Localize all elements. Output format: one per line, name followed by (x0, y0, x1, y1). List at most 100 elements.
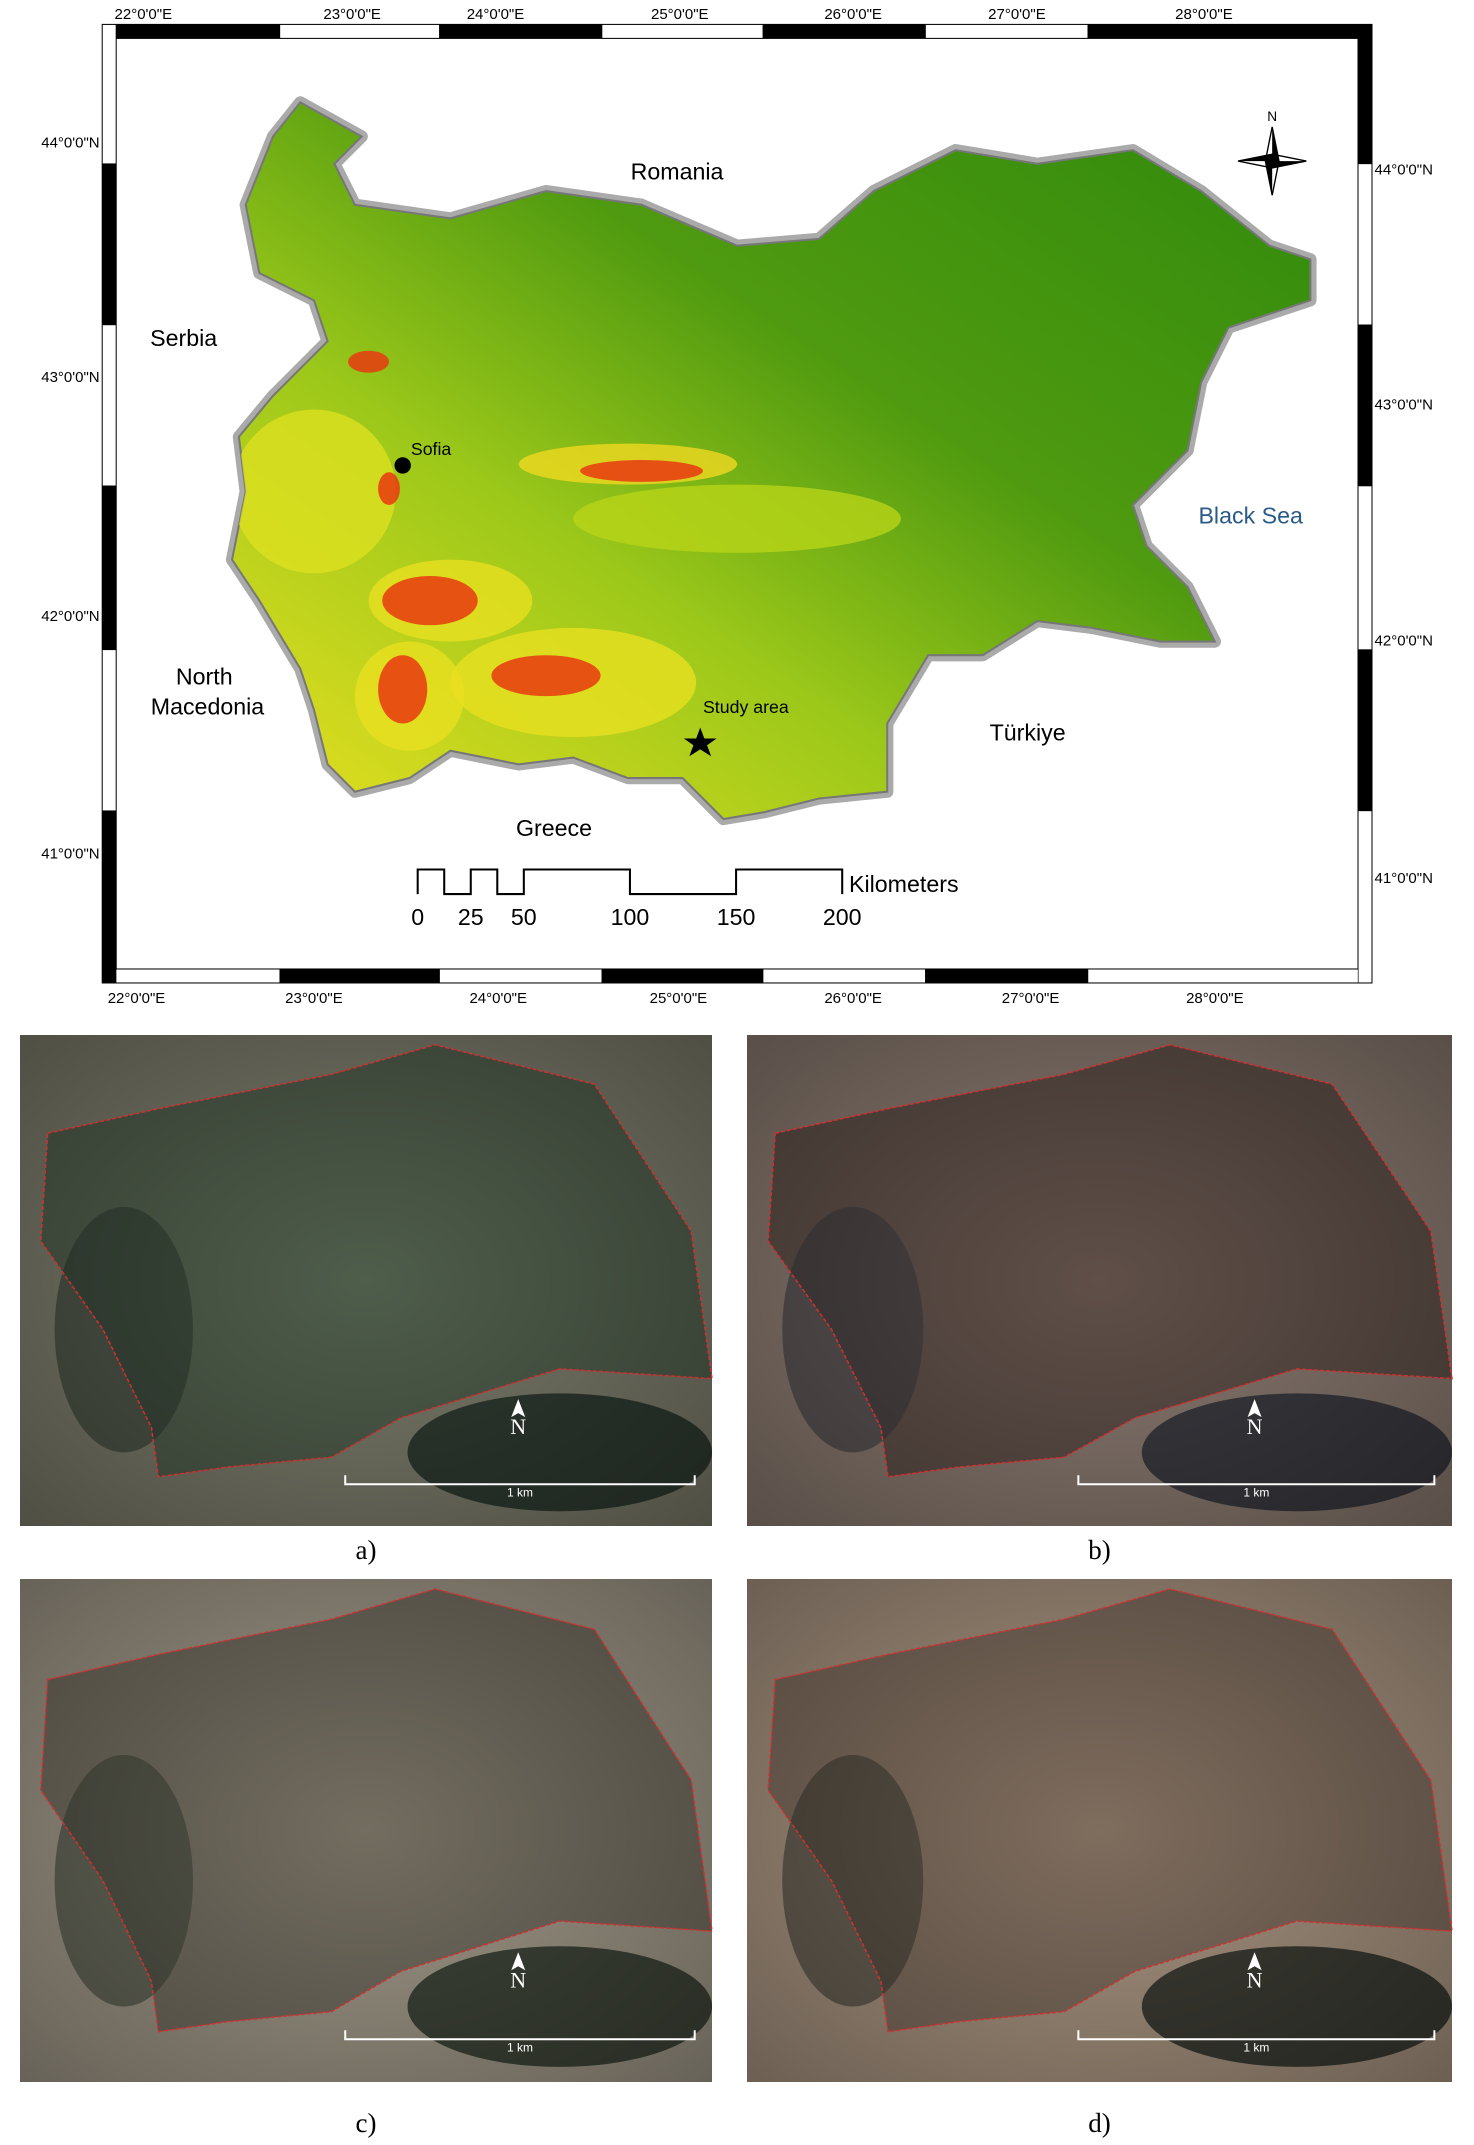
mountain (348, 350, 390, 373)
north-label: N (1247, 1414, 1263, 1439)
latitude-label: 44°0'0"N (41, 134, 99, 151)
image-shade (20, 1035, 712, 1526)
place-label: Greece (516, 815, 592, 841)
panel-label: d) (1088, 2108, 1111, 2138)
north-label: N (1267, 109, 1277, 124)
frame-bar (1357, 163, 1373, 326)
scale-bar (1077, 1475, 1436, 1486)
map: 22°0'0"E 23°0'0"E 24°0'0"E 25°0'0"E 26°0'0"E… (41, 6, 1433, 1007)
north-arrow (511, 1399, 526, 1418)
scale-tick-label: 200 (823, 904, 862, 930)
place-label: Study area (703, 697, 789, 717)
frame-bar (1357, 324, 1373, 487)
satellite-panel: N 1 km a) (20, 1035, 713, 1565)
longitude-label: 28°0'0"E (1175, 6, 1233, 23)
panel-label: a) (356, 1535, 377, 1565)
longitude-label: 25°0'0"E (651, 6, 709, 23)
study-area-marker (683, 727, 717, 757)
scale-bar (1077, 2030, 1436, 2041)
satellite-panel: N 1 km d) (747, 1579, 1453, 2138)
frame-bar (925, 24, 1089, 39)
study-outline (767, 1044, 1453, 1478)
panel-label: c) (356, 2108, 377, 2138)
north-label: N (510, 1967, 526, 1992)
place-label: Serbia (150, 325, 217, 351)
sofia-marker (394, 457, 411, 474)
relief-highlands (232, 350, 901, 751)
satellite-panel: N 1 km c) (20, 1579, 713, 2138)
scale-label: 1 km (507, 2040, 533, 2054)
frame-bar (601, 24, 764, 39)
mountain (382, 576, 478, 626)
highland (573, 484, 901, 553)
longitude-label: 26°0'0"E (824, 990, 882, 1007)
mountain (378, 472, 400, 506)
frame-bar (279, 24, 440, 39)
study-outline (39, 1044, 713, 1478)
image-shade (747, 1579, 1452, 2082)
frame-bar (762, 968, 926, 984)
frame-bar (439, 968, 603, 984)
longitude-label: 23°0'0"E (285, 990, 343, 1007)
frame-bar (1357, 649, 1373, 812)
frame-bar (102, 163, 117, 326)
scale-tick-label: 0 (411, 904, 424, 930)
frame-bar (102, 810, 117, 984)
longitude-label: 28°0'0"E (1186, 990, 1244, 1007)
frame-bar (601, 968, 764, 984)
latitude-label: 43°0'0"N (1375, 396, 1433, 413)
frame-bar (102, 649, 117, 812)
image-shade (20, 1579, 712, 2082)
scale-tick-label: 100 (611, 904, 650, 930)
place-label: North Macedonia (151, 664, 265, 720)
frame-bar (925, 968, 1089, 984)
north-arrow (511, 1952, 526, 1971)
longitude-label: 25°0'0"E (650, 990, 708, 1007)
scale-bar (344, 1475, 696, 1486)
frame-bar (102, 485, 117, 651)
study-outline (767, 1588, 1453, 2033)
latitude-label: 41°0'0"N (1375, 870, 1433, 887)
north-arrow-fill (1238, 126, 1307, 196)
place-label: Türkiye (990, 719, 1066, 745)
scale-label: 1 km (507, 1485, 533, 1499)
frame-bar (1087, 24, 1373, 39)
latitude-label: 44°0'0"N (1375, 162, 1433, 179)
longitude-label: 24°0'0"E (467, 6, 525, 23)
latitude-label: 43°0'0"N (41, 369, 99, 386)
image-shade (747, 1035, 1452, 1526)
frame-bar (762, 24, 926, 39)
longitude-label: 24°0'0"E (469, 990, 527, 1007)
frame-bar (1357, 485, 1373, 651)
longitude-label: 22°0'0"E (108, 990, 166, 1007)
longitude-label: 23°0'0"E (323, 6, 381, 23)
frame-bar (102, 968, 281, 984)
frame-bar (279, 968, 440, 984)
north-arrow (1247, 1952, 1262, 1971)
scale-label: 1 km (1243, 1485, 1269, 1499)
study-outline (39, 1588, 713, 2033)
scale-tick-label: 25 (458, 904, 484, 930)
longitude-label: 27°0'0"E (1002, 990, 1060, 1007)
scale-bar (344, 2030, 696, 2041)
place-label: Black Sea (1198, 502, 1303, 528)
frame-bar (439, 24, 603, 39)
scale-tick-label: 50 (511, 904, 537, 930)
latitude-label: 41°0'0"N (41, 845, 99, 862)
frame-bar (1357, 24, 1373, 165)
place-label: Romania (631, 158, 724, 184)
satellite-panel: N 1 km b) (747, 1035, 1453, 1565)
panel-label: b) (1088, 1535, 1111, 1565)
frame-bar (102, 24, 281, 39)
frame-bar (102, 324, 117, 487)
longitude-label: 27°0'0"E (988, 6, 1046, 23)
north-arrow (1247, 1399, 1262, 1418)
frame-bar (1087, 968, 1373, 984)
latitude-label: 42°0'0"N (1375, 633, 1433, 650)
north-label: N (1247, 1967, 1263, 1992)
frame-bar (1357, 810, 1373, 984)
place-label: Sofia (411, 439, 452, 459)
frame-bar (102, 24, 117, 165)
latitude-label: 42°0'0"N (41, 608, 99, 625)
